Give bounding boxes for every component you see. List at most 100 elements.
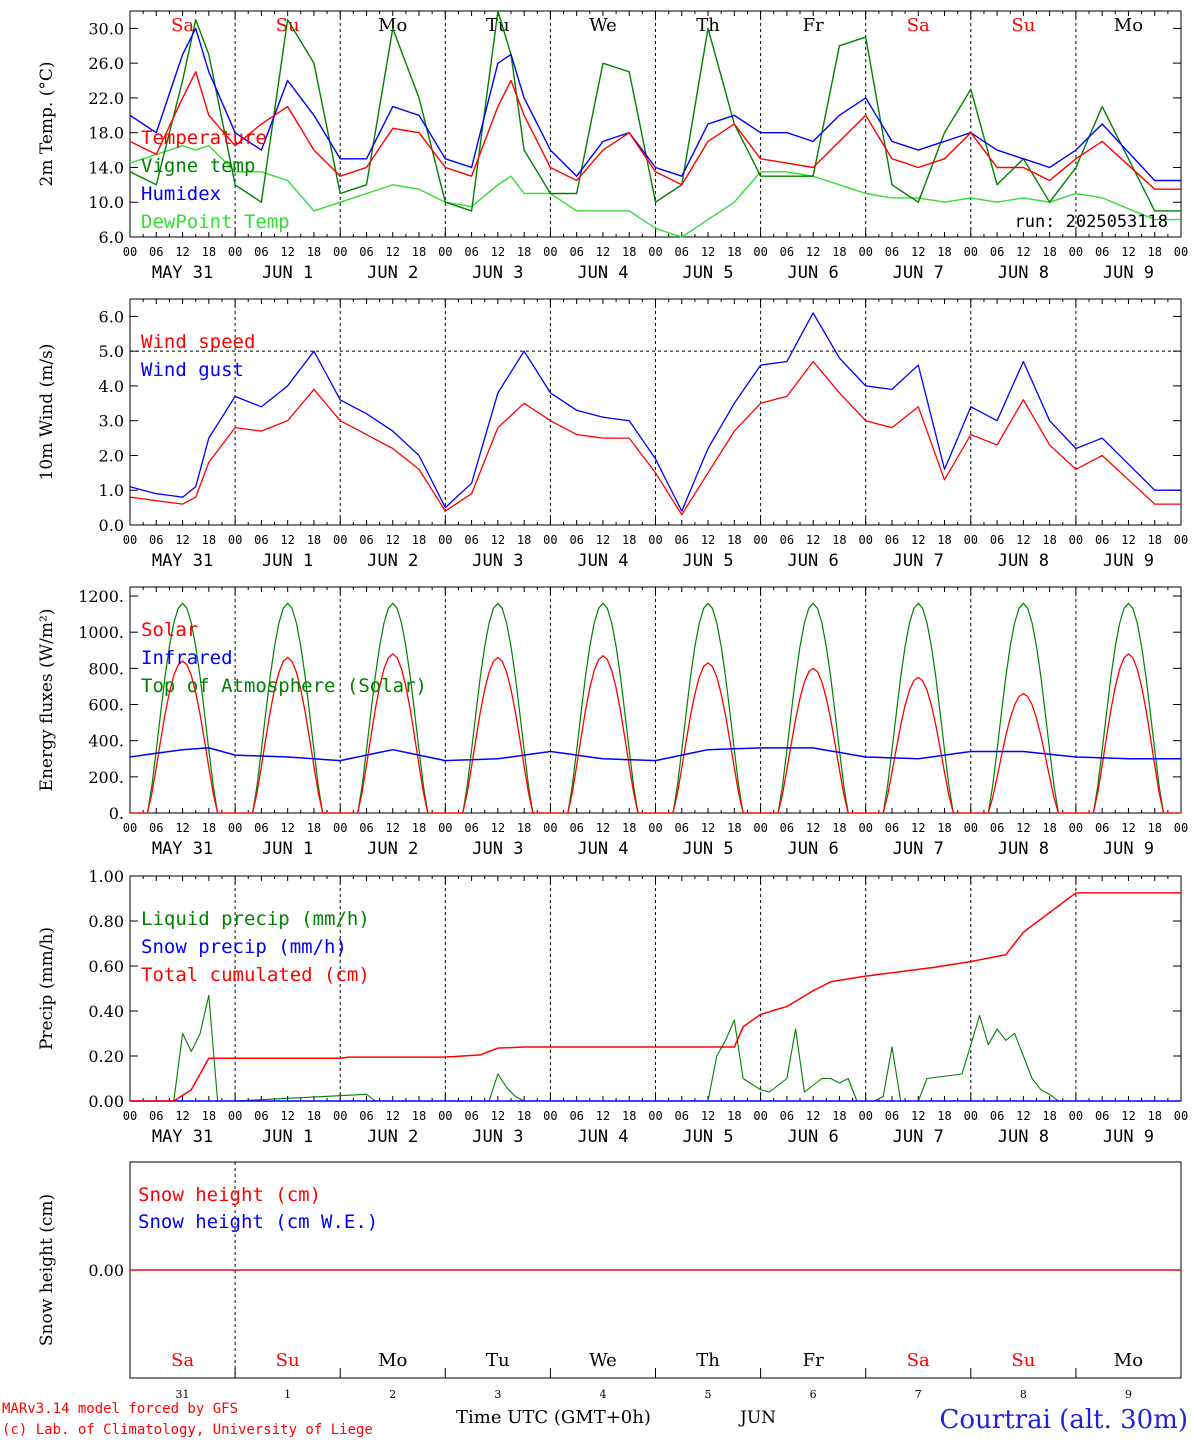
x-hour-label: 18 [832, 245, 846, 259]
day-number-label: 31 [176, 1388, 190, 1401]
x-hour-label: 06 [780, 245, 794, 259]
x-hour-label: 18 [307, 533, 321, 547]
x-hour-label: 00 [1069, 1109, 1083, 1123]
x-hour-label: 12 [911, 245, 925, 259]
x-date-label: JUN 1 [262, 1127, 313, 1147]
x-hour-label: 00 [1069, 533, 1083, 547]
x-hour-label: 18 [622, 533, 636, 547]
day-number-label: 5 [705, 1388, 712, 1401]
x-hour-label: 12 [175, 1109, 189, 1123]
x-hour-label: 18 [1147, 533, 1161, 547]
x-hour-label: 00 [438, 1109, 452, 1123]
day-name-label: Su [276, 1350, 300, 1371]
day-name-label: Tu [486, 15, 510, 36]
x-date-label: JUN 8 [998, 551, 1049, 571]
x-hour-label: 00 [964, 245, 978, 259]
x-hour-label: 18 [622, 245, 636, 259]
day-number-label: 4 [599, 1388, 606, 1401]
x-hour-label: 00 [333, 533, 347, 547]
x-hour-label: 12 [911, 533, 925, 547]
legend-item: Humidex [141, 183, 221, 205]
x-hour-label: 18 [622, 821, 636, 835]
x-hour-label: 00 [543, 245, 557, 259]
legend-item: Snow height (cm) [138, 1184, 321, 1206]
x-hour-label: 18 [832, 821, 846, 835]
x-date-label: JUN 2 [367, 551, 418, 571]
panel-temperature: 6.0 10.0 14.0 18.0 22.0 26.0 30.0 2m Temp. (°C)… [37, 10, 1188, 283]
x-hour-label: 00 [438, 821, 452, 835]
x-hour-label: 00 [543, 821, 557, 835]
x-hour-label: 18 [937, 1109, 951, 1123]
x-hour-label: 06 [149, 1109, 163, 1123]
x-hour-label: 06 [885, 245, 899, 259]
x-hour-label: 12 [280, 821, 294, 835]
day-name-label: Fr [803, 15, 824, 36]
x-hour-label: 00 [543, 533, 557, 547]
y-tick-label: 10.0 [88, 193, 124, 212]
x-hour-label: 00 [1069, 821, 1083, 835]
series-line-wind-speed [129, 360, 1181, 516]
legend-item: Top of Atmosphere (Solar) [141, 675, 427, 697]
x-date-label: JUN 9 [1103, 263, 1154, 283]
day-name-label: Th [696, 1350, 720, 1371]
y-tick-label: 0.20 [88, 1047, 124, 1066]
x-hour-label: 18 [1042, 821, 1056, 835]
x-date-label: JUN 7 [893, 1127, 944, 1147]
x-date-label: JUN 1 [262, 551, 313, 571]
x-hour-label: 06 [359, 533, 373, 547]
station-title: Courtrai (alt. 30m) [940, 1405, 1189, 1435]
x-hour-label: 18 [727, 1109, 741, 1123]
x-hour-label: 18 [727, 533, 741, 547]
x-hour-label: 06 [254, 533, 268, 547]
y-tick-label: 14.0 [88, 158, 124, 177]
y-tick-label: 6.0 [99, 307, 124, 326]
x-date-label: JUN 6 [788, 263, 839, 283]
y-tick-label: 4.0 [99, 377, 124, 396]
day-name-label: Mo [1114, 1350, 1143, 1371]
legend-item: Total cumulated (cm) [141, 964, 370, 986]
y-tick-label: 30.0 [88, 19, 124, 38]
x-hour-label: 18 [1147, 245, 1161, 259]
x-date-label: JUN 8 [998, 1127, 1049, 1147]
x-date-label: JUN 2 [367, 263, 418, 283]
x-hour-label: 00 [753, 533, 767, 547]
x-date-label: MAY 31 [152, 263, 213, 283]
x-hour-label: 06 [675, 533, 689, 547]
x-hour-label: 18 [1042, 533, 1056, 547]
x-hour-label: 00 [228, 245, 242, 259]
series-line-solar [130, 653, 1181, 814]
day-name-label: Sa [907, 1350, 930, 1371]
x-hour-label: 12 [175, 821, 189, 835]
x-date-label: JUN 3 [472, 1127, 523, 1147]
x-hour-label: 06 [464, 821, 478, 835]
y-tick-label: 800. [88, 659, 124, 678]
x-hour-label: 18 [937, 533, 951, 547]
x-hour-label: 00 [964, 533, 978, 547]
y-tick-label: 18.0 [88, 124, 124, 143]
day-name-label: Sa [171, 15, 194, 36]
x-hour-label: 00 [123, 821, 137, 835]
x-hour-label: 12 [596, 821, 610, 835]
x-hour-label: 18 [202, 245, 216, 259]
x-hour-label: 18 [1042, 1109, 1056, 1123]
x-hour-label: 00 [438, 245, 452, 259]
day-number-label: 9 [1125, 1388, 1132, 1401]
x-hour-label: 06 [1095, 821, 1109, 835]
day-name-label: Su [1011, 15, 1035, 36]
x-hour-label: 00 [964, 821, 978, 835]
x-date-label: JUN 2 [367, 1127, 418, 1147]
x-hour-label: 00 [1174, 821, 1188, 835]
x-hour-label: 12 [175, 533, 189, 547]
day-name-label: Sa [171, 1350, 194, 1371]
x-hour-label: 06 [359, 821, 373, 835]
x-hour-label: 18 [832, 1109, 846, 1123]
x-hour-label: 00 [1174, 245, 1188, 259]
x-hour-label: 06 [675, 821, 689, 835]
x-hour-label: 12 [596, 245, 610, 259]
x-hour-label: 00 [858, 1109, 872, 1123]
x-hour-label: 06 [149, 821, 163, 835]
x-hour-label: 12 [806, 245, 820, 259]
x-hour-label: 06 [1095, 1109, 1109, 1123]
x-hour-label: 12 [386, 1109, 400, 1123]
x-hour-label: 18 [517, 1109, 531, 1123]
